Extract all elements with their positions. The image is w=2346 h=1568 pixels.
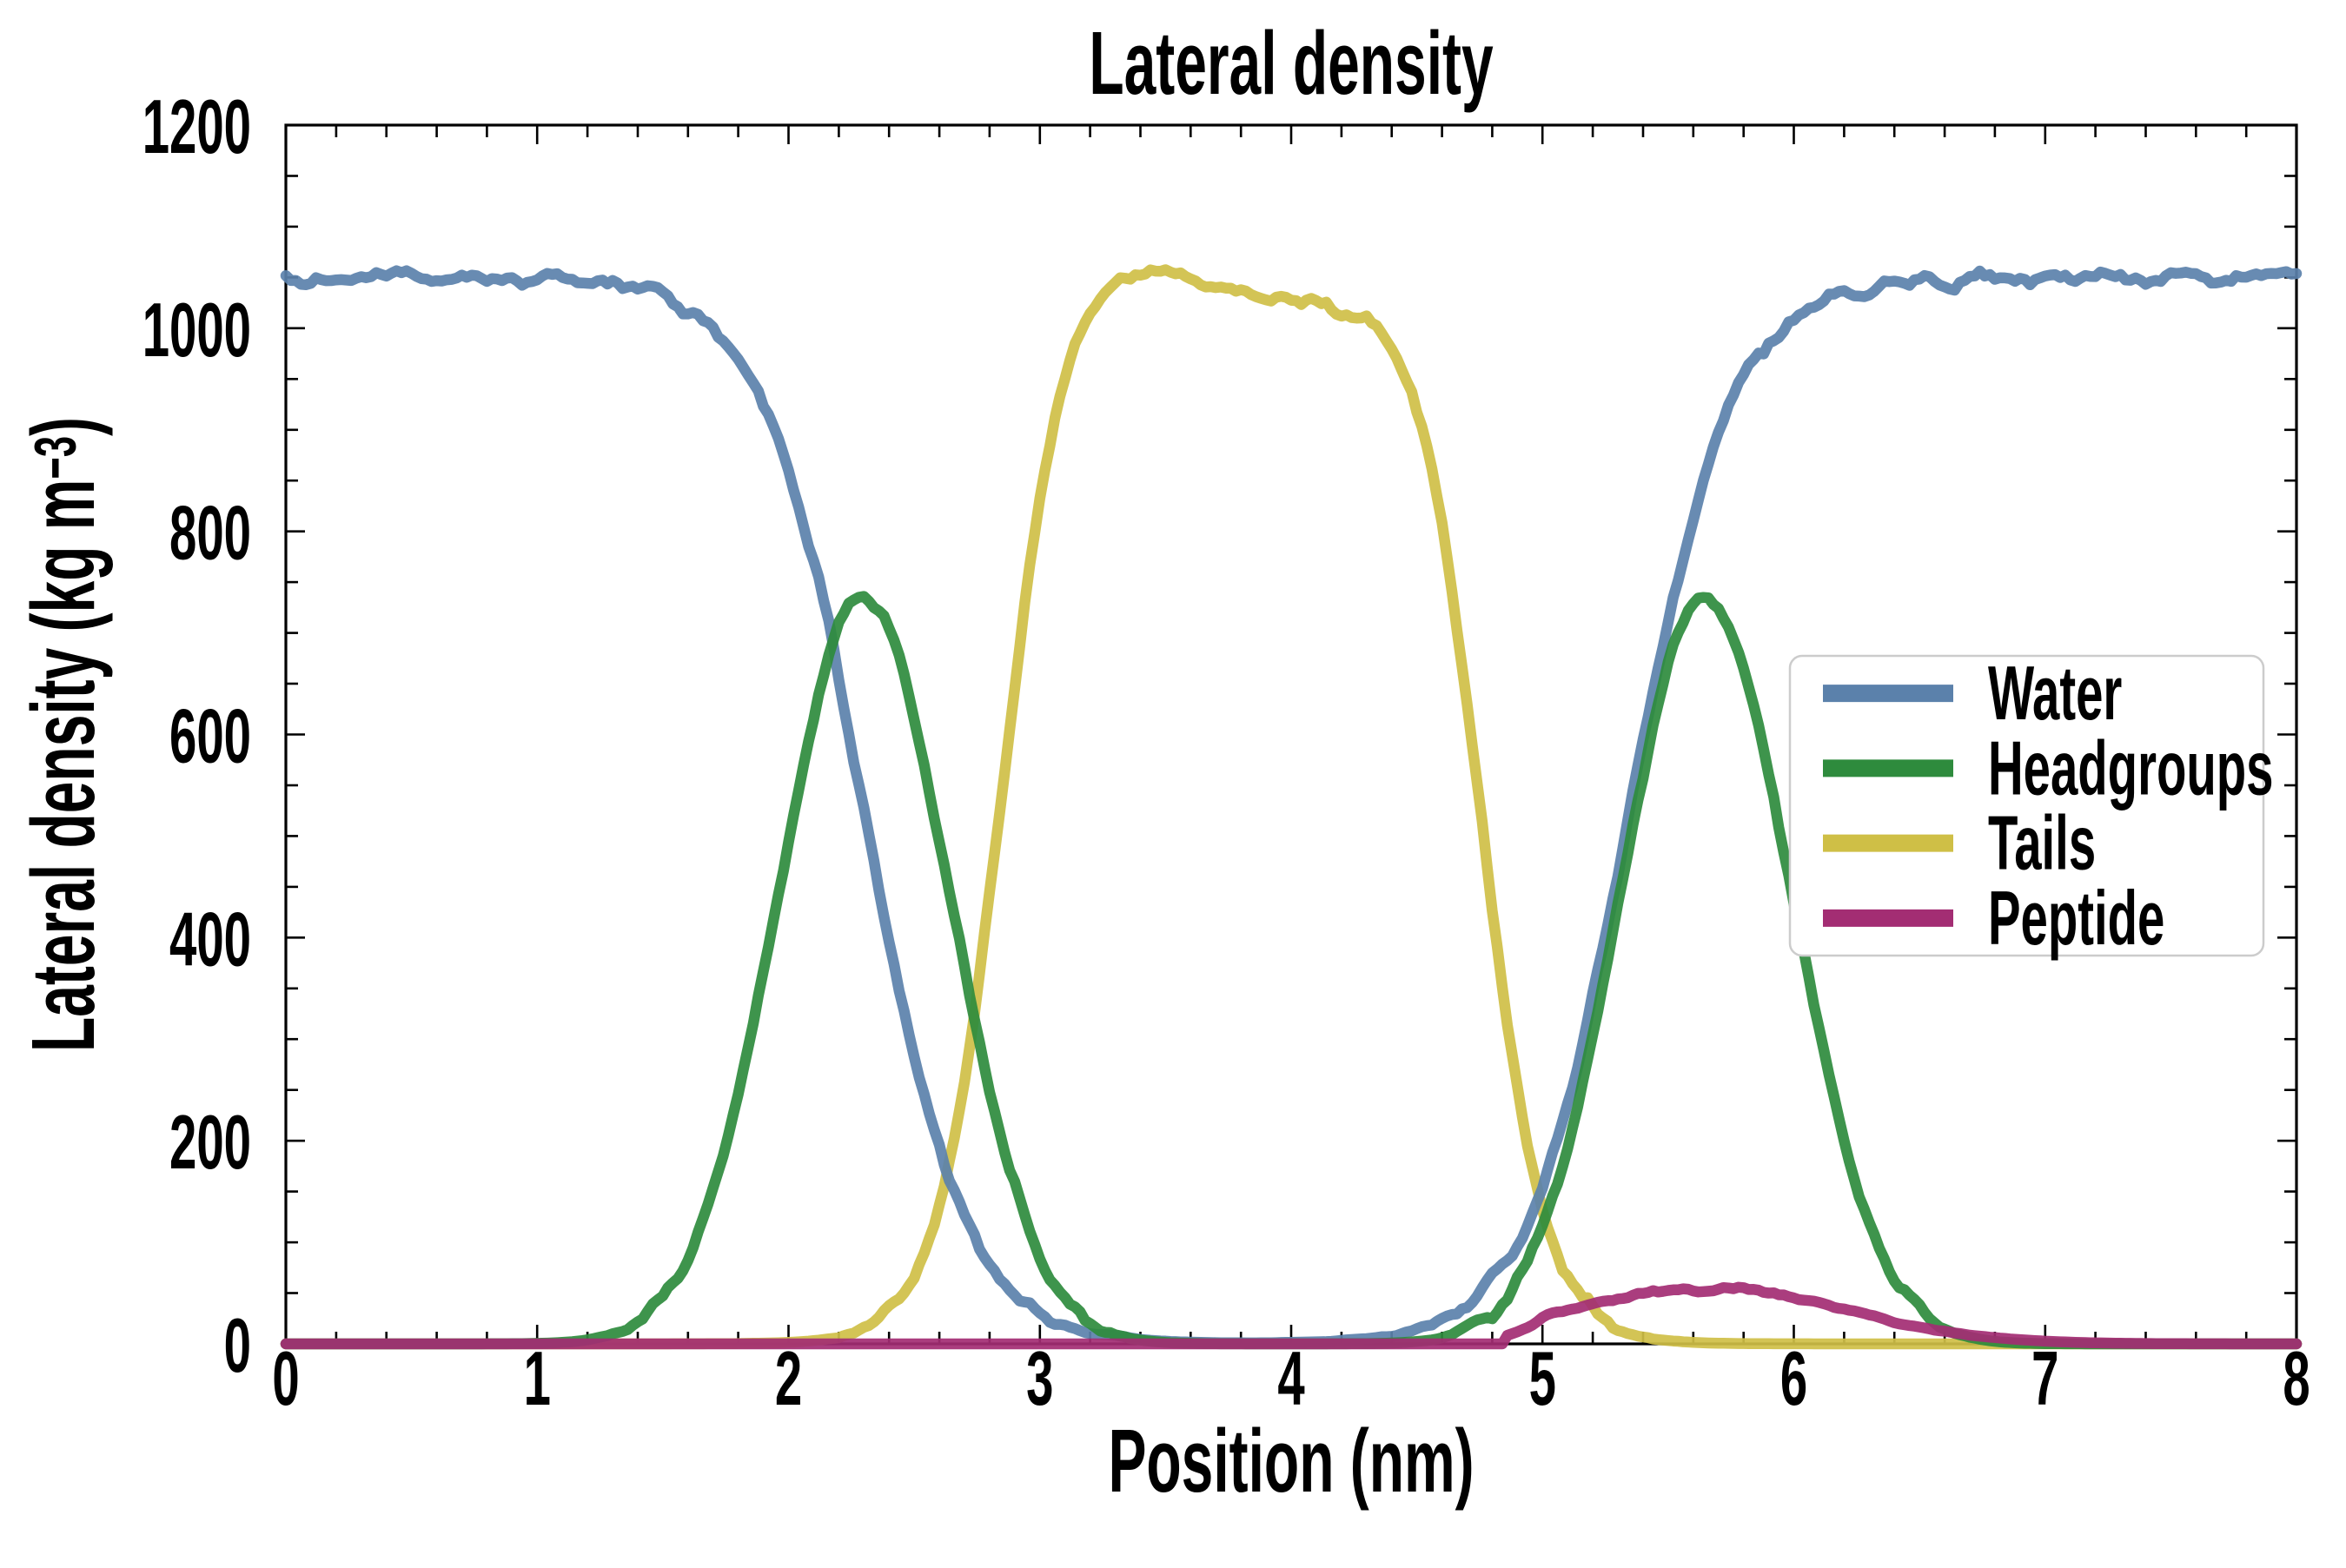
- svg-text:Water: Water: [1988, 650, 2122, 736]
- svg-text:800: 800: [169, 490, 251, 576]
- svg-text:0: 0: [224, 1302, 251, 1388]
- svg-text:Tails: Tails: [1988, 800, 2096, 886]
- svg-text:Lateral density (kg m−3): Lateral density (kg m−3): [14, 417, 113, 1052]
- svg-text:1000: 1000: [142, 287, 251, 373]
- svg-text:1200: 1200: [142, 83, 251, 169]
- svg-text:200: 200: [169, 1099, 251, 1185]
- svg-text:Peptide: Peptide: [1988, 875, 2164, 961]
- svg-text:600: 600: [169, 693, 251, 779]
- svg-text:6: 6: [1780, 1335, 1807, 1421]
- svg-text:Position (nm): Position (nm): [1108, 1412, 1474, 1511]
- svg-text:2: 2: [775, 1335, 802, 1421]
- svg-text:7: 7: [2031, 1335, 2058, 1421]
- svg-text:8: 8: [2283, 1335, 2310, 1421]
- svg-text:4: 4: [1277, 1335, 1304, 1421]
- svg-text:Headgroups: Headgroups: [1988, 725, 2273, 811]
- svg-text:Lateral density: Lateral density: [1089, 14, 1493, 113]
- svg-text:5: 5: [1529, 1335, 1556, 1421]
- svg-text:3: 3: [1026, 1335, 1053, 1421]
- svg-text:400: 400: [169, 896, 251, 982]
- svg-text:1: 1: [524, 1335, 551, 1421]
- svg-text:0: 0: [272, 1335, 299, 1421]
